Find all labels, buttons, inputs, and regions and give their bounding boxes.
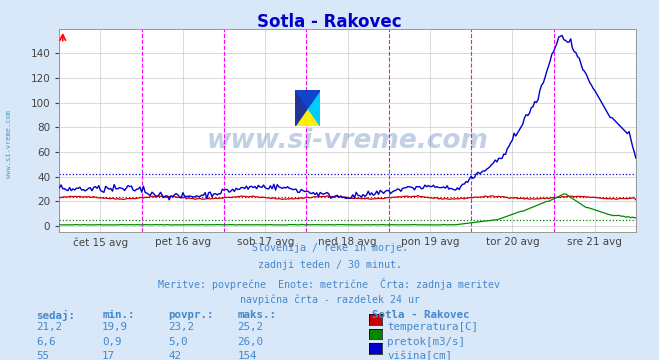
Text: 25,2: 25,2 [237,322,263,332]
Text: www.si-vreme.com: www.si-vreme.com [5,110,12,178]
Text: Sotla - Rakovec: Sotla - Rakovec [257,13,402,31]
Text: 154: 154 [237,351,257,360]
Text: Sotla - Rakovec: Sotla - Rakovec [372,310,470,320]
Text: 19,9: 19,9 [102,322,128,332]
Polygon shape [295,90,308,126]
Text: sedaj:: sedaj: [36,310,75,321]
Polygon shape [295,90,320,126]
Polygon shape [308,90,320,126]
Text: 23,2: 23,2 [168,322,194,332]
Text: zadnji teden / 30 minut.: zadnji teden / 30 minut. [258,260,401,270]
Text: 6,6: 6,6 [36,337,56,347]
Text: 55: 55 [36,351,49,360]
Text: www.si-vreme.com: www.si-vreme.com [207,128,488,154]
Text: povpr.:: povpr.: [168,310,214,320]
Text: 17: 17 [102,351,115,360]
Text: min.:: min.: [102,310,134,320]
Text: višina[cm]: višina[cm] [387,351,453,360]
Text: pretok[m3/s]: pretok[m3/s] [387,337,465,347]
Text: maks.:: maks.: [237,310,276,320]
Text: Meritve: povprečne  Enote: metrične  Črta: zadnja meritev: Meritve: povprečne Enote: metrične Črta:… [159,278,500,289]
Text: temperatura[C]: temperatura[C] [387,322,478,332]
Polygon shape [295,90,320,108]
Text: Slovenija / reke in morje.: Slovenija / reke in morje. [252,243,407,253]
Text: navpična črta - razdelek 24 ur: navpična črta - razdelek 24 ur [239,295,420,305]
Text: 42: 42 [168,351,181,360]
Text: 26,0: 26,0 [237,337,263,347]
Text: 5,0: 5,0 [168,337,188,347]
Text: 21,2: 21,2 [36,322,62,332]
Text: 0,9: 0,9 [102,337,122,347]
